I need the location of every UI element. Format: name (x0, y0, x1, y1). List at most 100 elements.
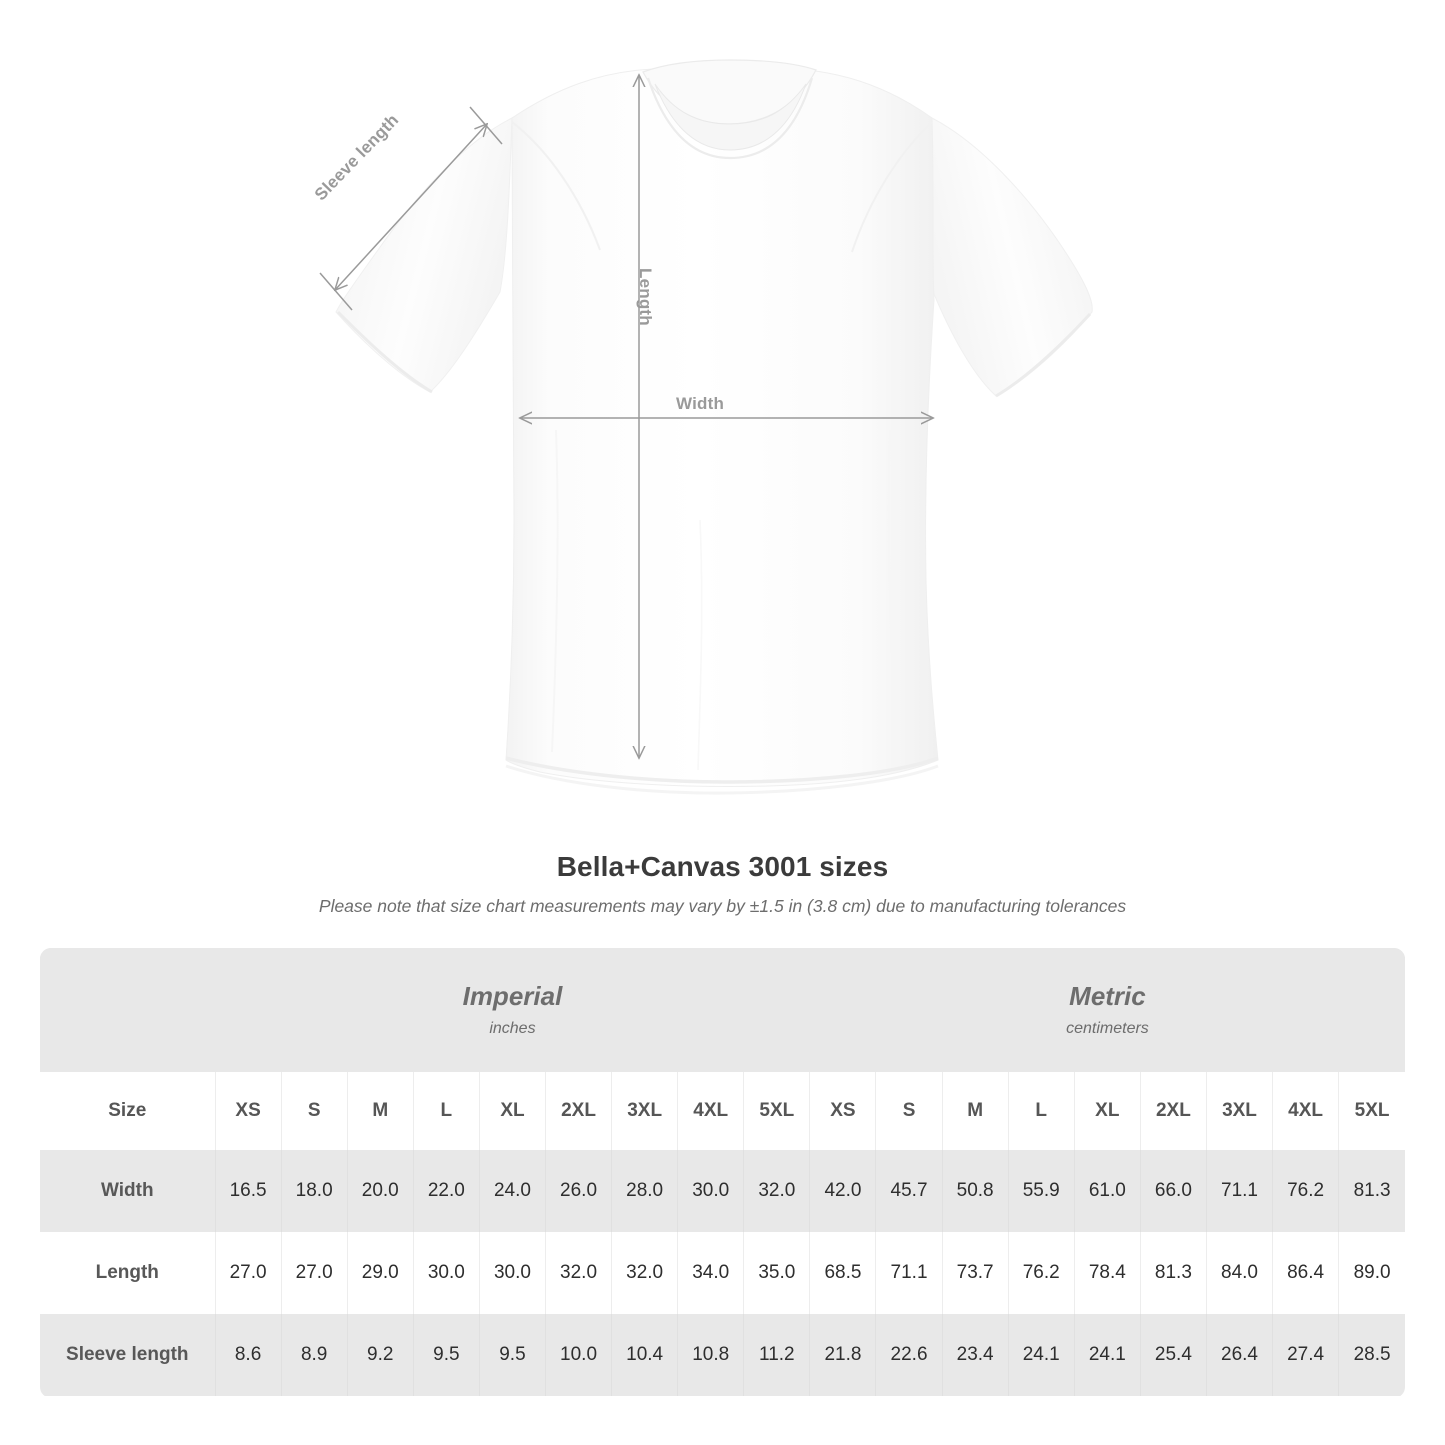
measurement-cell: 68.5 (809, 1232, 876, 1314)
measurement-cell: 27.4 (1272, 1314, 1339, 1396)
size-header-cell: S (875, 1072, 943, 1150)
measurement-cell: 81.3 (1139, 1232, 1207, 1314)
measurement-cell: 32.0 (743, 1150, 810, 1232)
unit-header-spacer (40, 948, 216, 1072)
size-header-cell: 3XL (611, 1072, 678, 1150)
row-label: Sleeve length (40, 1314, 216, 1396)
measurement-cell: 34.0 (677, 1232, 744, 1314)
size-chart-table: Imperial inches Metric centimeters Size XS S M L… (40, 948, 1405, 1398)
measurement-cell: 9.2 (346, 1314, 414, 1396)
measurement-cell: 23.4 (941, 1314, 1009, 1396)
measurement-cell: 8.6 (214, 1314, 282, 1396)
size-header-cell: L (412, 1072, 480, 1150)
measurement-cell: 71.1 (1205, 1150, 1273, 1232)
measurement-cell: 24.1 (1073, 1314, 1141, 1396)
measurement-cell: 9.5 (478, 1314, 546, 1396)
measurement-cell: 32.0 (544, 1232, 612, 1314)
measurement-cell: 28.5 (1338, 1314, 1405, 1396)
measurement-cell: 24.0 (478, 1150, 546, 1232)
size-header-cell: XL (1073, 1072, 1141, 1150)
sleeve-tick-lower (319, 272, 353, 311)
measurement-cell: 24.1 (1007, 1314, 1075, 1396)
size-header-cell: M (941, 1072, 1009, 1150)
measurement-cell: 29.0 (346, 1232, 414, 1314)
measurement-cell: 30.0 (478, 1232, 546, 1314)
measurement-cell: 21.8 (809, 1314, 876, 1396)
dimension-arrows (319, 75, 933, 758)
measurement-cell: 42.0 (809, 1150, 876, 1232)
size-header-cell: M (346, 1072, 414, 1150)
measurement-cell: 25.4 (1139, 1314, 1207, 1396)
measurement-cell: 73.7 (941, 1232, 1009, 1314)
measurement-cell: 16.5 (214, 1150, 282, 1232)
measurement-cell: 35.0 (743, 1232, 810, 1314)
unit-group-name: Metric (1069, 981, 1146, 1012)
size-header-label: Size (40, 1072, 216, 1150)
row-label: Width (40, 1150, 216, 1232)
measurement-cell: 66.0 (1139, 1150, 1207, 1232)
unit-group-metric: Metric centimeters (809, 948, 1405, 1072)
unit-group-sub: inches (489, 1019, 536, 1037)
size-table: Imperial inches Metric centimeters Size XS S M L… (40, 948, 1405, 1396)
measurement-cell: 81.3 (1338, 1150, 1405, 1232)
sleeve-tick-upper (469, 106, 503, 145)
measurement-cell: 26.4 (1205, 1314, 1273, 1396)
shirt-shape (335, 59, 1093, 795)
measurement-cell: 22.6 (875, 1314, 943, 1396)
unit-group-sub: centimeters (1066, 1019, 1149, 1037)
measurement-cell: 27.0 (280, 1232, 348, 1314)
length-label: Length (636, 268, 655, 326)
size-header-cell: XS (214, 1072, 282, 1150)
measurement-cell: 11.2 (743, 1314, 810, 1396)
measurement-cell: 9.5 (412, 1314, 480, 1396)
page-title: Bella+Canvas 3001 sizes (556, 851, 889, 882)
width-label: Width (676, 394, 725, 413)
measurement-cell: 8.9 (280, 1314, 348, 1396)
tolerance-note: Please note that size chart measurements… (318, 896, 1127, 916)
measurement-cell: 61.0 (1073, 1150, 1141, 1232)
measurement-cell: 10.8 (677, 1314, 744, 1396)
measurement-cell: 30.0 (412, 1232, 480, 1314)
size-header-cell: 5XL (743, 1072, 810, 1150)
size-header-cell: 2XL (1139, 1072, 1207, 1150)
table-row: Width 16.5 18.0 20.0 22.0 24.0 26.0 28.0 30.0 32.… (40, 1150, 1405, 1232)
size-header-cell: XL (478, 1072, 546, 1150)
measurement-cell: 28.0 (611, 1150, 678, 1232)
measurement-cell: 10.0 (544, 1314, 612, 1396)
measurement-cell: 89.0 (1338, 1232, 1405, 1314)
measurement-cell: 10.4 (611, 1314, 678, 1396)
row-label: Length (40, 1232, 216, 1314)
size-header-cell: 3XL (1205, 1072, 1273, 1150)
table-row: Sleeve length 8.6 8.9 9.2 9.5 9.5 10.0 10.4 10.8… (40, 1314, 1405, 1396)
measurement-cell: 84.0 (1205, 1232, 1273, 1314)
measurement-cell: 76.2 (1007, 1232, 1075, 1314)
measurement-cell: 50.8 (941, 1150, 1009, 1232)
size-header-cell: XS (809, 1072, 876, 1150)
measurement-cell: 71.1 (875, 1232, 943, 1314)
measurement-cell: 18.0 (280, 1150, 348, 1232)
size-header-cell: S (280, 1072, 348, 1150)
unit-group-name: Imperial (462, 981, 563, 1012)
size-header-cell: 2XL (544, 1072, 612, 1150)
size-header-cell: 4XL (677, 1072, 744, 1150)
tshirt-diagram: Sleeve length Length Width (311, 59, 1093, 795)
tshirt-illustration (319, 59, 1093, 795)
size-header-cell: L (1007, 1072, 1075, 1150)
measurement-cell: 86.4 (1272, 1232, 1339, 1314)
measurement-cell: 20.0 (346, 1150, 414, 1232)
sleeve-length-arrow (335, 124, 487, 290)
table-row: Length 27.0 27.0 29.0 30.0 30.0 32.0 32.0 34.0 35… (40, 1232, 1405, 1314)
measurement-cell: 27.0 (214, 1232, 282, 1314)
size-header-cell: 4XL (1272, 1072, 1339, 1150)
size-header-row: Size XS S M L XL 2XL 3XL 4XL 5XL XS S M L XL 2XL 3XL 4XL 5… (40, 1072, 1405, 1150)
measurement-cell: 32.0 (611, 1232, 678, 1314)
measurement-cell: 78.4 (1073, 1232, 1141, 1314)
measurement-cell: 45.7 (875, 1150, 943, 1232)
unit-group-imperial: Imperial inches (215, 948, 810, 1072)
measurement-cell: 26.0 (544, 1150, 612, 1232)
measurement-cell: 76.2 (1272, 1150, 1339, 1232)
measurement-cell: 55.9 (1007, 1150, 1075, 1232)
measurement-cell: 22.0 (412, 1150, 480, 1232)
unit-header-row: Imperial inches Metric centimeters (40, 948, 1405, 1072)
measurement-cell: 30.0 (677, 1150, 744, 1232)
